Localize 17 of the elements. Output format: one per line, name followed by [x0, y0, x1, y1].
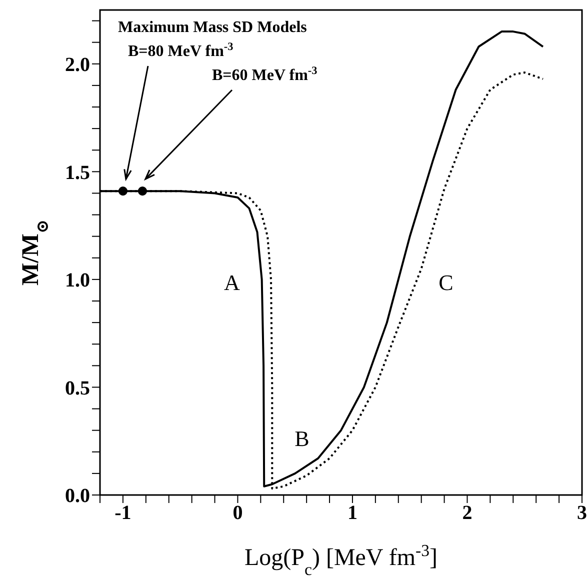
y-tick-label: 1.0: [65, 270, 90, 292]
y-tick-label: 2.0: [65, 54, 90, 76]
y-tick-label: 0.5: [65, 377, 90, 400]
annotation: B=60 MeV fm$^{-3}$: [212, 65, 318, 84]
x-axis-title: Log(P$_{c}$) [MeV fm$^{-3}$]: [244, 540, 438, 578]
y-tick-label: 1.5: [65, 162, 90, 184]
x-tick-label: 1: [347, 502, 358, 524]
annotation: Maximum Mass SD Models: [118, 19, 307, 36]
annotation: B=80 MeV fm$^{-3}$: [128, 41, 234, 60]
annotation: C: [438, 270, 454, 295]
x-tick-label: 2: [462, 502, 472, 524]
x-tick-label: 0: [232, 502, 243, 524]
x-tick-label: -1: [114, 502, 132, 524]
y-tick-label: 0.0: [65, 485, 90, 508]
annotation: B: [294, 426, 310, 451]
x-tick-label: 3: [577, 502, 587, 524]
annotation: A: [224, 270, 240, 295]
